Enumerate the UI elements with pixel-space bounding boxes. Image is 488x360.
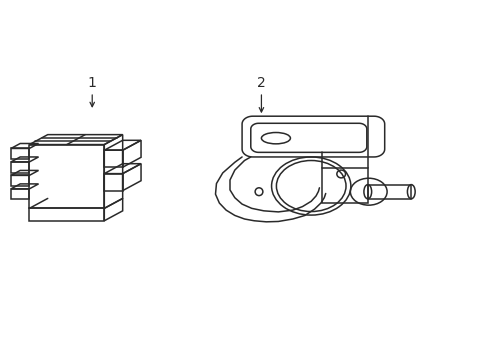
Text: 1: 1 xyxy=(88,76,97,90)
Text: 2: 2 xyxy=(257,76,265,90)
